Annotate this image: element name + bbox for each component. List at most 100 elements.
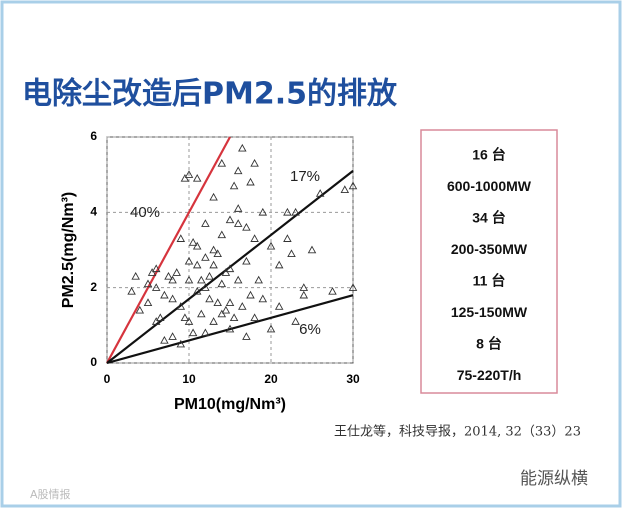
point (229, 181, 239, 190)
point (184, 170, 194, 178)
point (250, 313, 259, 322)
point (201, 283, 210, 291)
point (250, 234, 259, 242)
info-line: 125-150MW (451, 304, 528, 320)
point (192, 174, 202, 182)
info-line: 11 台 (473, 273, 506, 289)
y-tick-label: 0 (90, 355, 97, 369)
point (201, 253, 210, 261)
point (160, 335, 169, 344)
point (307, 245, 317, 254)
watermark: A股情报 (30, 487, 71, 501)
point (176, 234, 186, 242)
point (242, 222, 251, 231)
point (233, 204, 243, 212)
point (135, 305, 145, 314)
point (246, 290, 255, 299)
point (299, 283, 309, 291)
point (168, 332, 177, 340)
point (143, 298, 153, 306)
point (201, 219, 210, 227)
point (238, 143, 247, 152)
point (176, 339, 186, 348)
point (225, 298, 235, 306)
point (258, 294, 268, 303)
x-tick-label: 0 (104, 372, 111, 386)
point (188, 238, 198, 246)
x-axis-title: PM10(mg/Nm³) (174, 396, 286, 413)
info-line: 75-220T/h (457, 367, 522, 383)
point (201, 328, 210, 337)
point (225, 215, 235, 224)
point (246, 177, 255, 186)
point (340, 185, 350, 193)
point (291, 207, 300, 216)
point (168, 294, 177, 303)
point (127, 287, 136, 295)
point (348, 181, 358, 190)
x-tick-label: 30 (346, 372, 360, 386)
point (131, 271, 140, 280)
point (217, 309, 227, 318)
point (328, 287, 337, 295)
y-tick-label: 2 (90, 280, 97, 294)
ratio-label: 40% (130, 204, 160, 221)
y-tick-label: 4 (90, 205, 97, 219)
point (192, 287, 202, 295)
watermark: 能源纵横 (520, 469, 588, 489)
info-line: 600-1000MW (447, 178, 532, 194)
info-box (420, 129, 558, 394)
point (143, 279, 153, 288)
point (287, 249, 296, 258)
point (242, 256, 251, 265)
info-line: 34 台 (472, 210, 505, 226)
point (299, 290, 309, 299)
point (221, 268, 231, 276)
point (205, 271, 214, 280)
y-tick-label: 6 (90, 129, 97, 143)
point (258, 207, 268, 216)
point (151, 317, 161, 325)
point (233, 275, 243, 284)
point (151, 264, 161, 273)
x-tick-label: 20 (264, 372, 278, 386)
point (225, 264, 235, 273)
point (233, 219, 243, 227)
ratio-label: 6% (299, 321, 321, 338)
point (147, 268, 157, 276)
point (180, 313, 190, 322)
point (205, 294, 214, 303)
point (238, 302, 247, 310)
point (192, 241, 202, 250)
point (164, 271, 173, 280)
citation: 王仕龙等，科技导报，2014, 32（33）23 (334, 424, 581, 440)
ratio-line (106, 170, 354, 364)
point (168, 275, 177, 284)
point (217, 279, 227, 288)
point (176, 302, 186, 310)
point (209, 317, 218, 325)
point (184, 275, 194, 284)
point (283, 207, 292, 216)
point (180, 174, 190, 182)
point (188, 328, 198, 337)
point (291, 317, 300, 325)
point (229, 313, 239, 322)
point (209, 192, 218, 201)
point (254, 275, 263, 284)
ratio-line (106, 136, 231, 364)
point (197, 309, 206, 318)
point (250, 158, 259, 167)
ratio-line (106, 294, 354, 365)
point (217, 230, 227, 239)
point (172, 268, 181, 276)
point (315, 189, 325, 197)
point (156, 313, 165, 322)
point (242, 332, 251, 340)
slide-title: 电除尘改造后PM2.5的排放 (22, 77, 398, 112)
point (274, 302, 284, 310)
info-line: 16 台 (472, 147, 505, 163)
point (283, 234, 292, 242)
x-tick-label: 10 (182, 372, 196, 386)
